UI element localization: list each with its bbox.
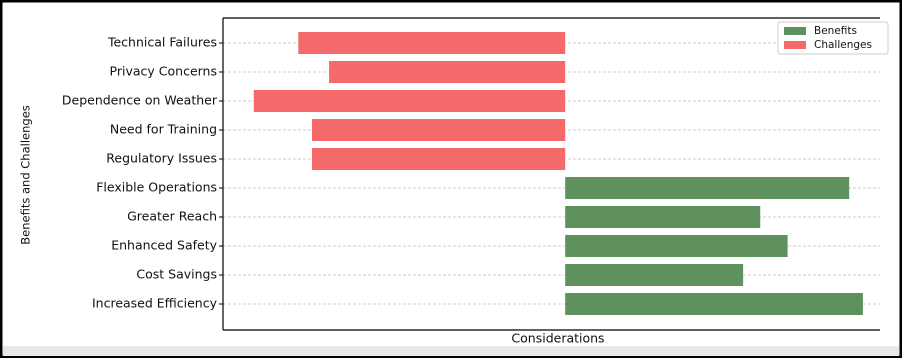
bottom-strip bbox=[3, 346, 899, 356]
y-axis-label: Benefits and Challenges bbox=[19, 105, 33, 245]
y-tick-label: Privacy Concerns bbox=[110, 64, 217, 79]
legend-label: Challenges bbox=[814, 39, 872, 51]
bar bbox=[311, 119, 566, 141]
bar bbox=[565, 206, 761, 228]
legend-swatch bbox=[784, 27, 806, 35]
y-tick-label: Enhanced Safety bbox=[111, 238, 217, 253]
bar bbox=[565, 293, 863, 315]
y-tick-label: Dependence on Weather bbox=[62, 93, 218, 108]
legend-swatch bbox=[784, 41, 806, 49]
bar bbox=[298, 32, 566, 54]
x-axis-label: Considerations bbox=[511, 331, 604, 346]
y-tick-label: Need for Training bbox=[110, 122, 217, 137]
bar bbox=[565, 235, 788, 257]
bar bbox=[311, 148, 566, 170]
y-tick-label: Regulatory Issues bbox=[106, 151, 217, 166]
bar bbox=[253, 90, 566, 112]
y-tick-label: Cost Savings bbox=[136, 267, 217, 282]
bar bbox=[565, 264, 744, 286]
y-tick-label: Flexible Operations bbox=[96, 180, 217, 195]
y-tick-label: Technical Failures bbox=[107, 35, 217, 50]
legend-label: Benefits bbox=[814, 25, 857, 37]
bar bbox=[329, 61, 566, 83]
y-tick-label: Increased Efficiency bbox=[92, 296, 218, 311]
y-tick-label: Greater Reach bbox=[127, 209, 217, 224]
bar bbox=[565, 177, 850, 199]
